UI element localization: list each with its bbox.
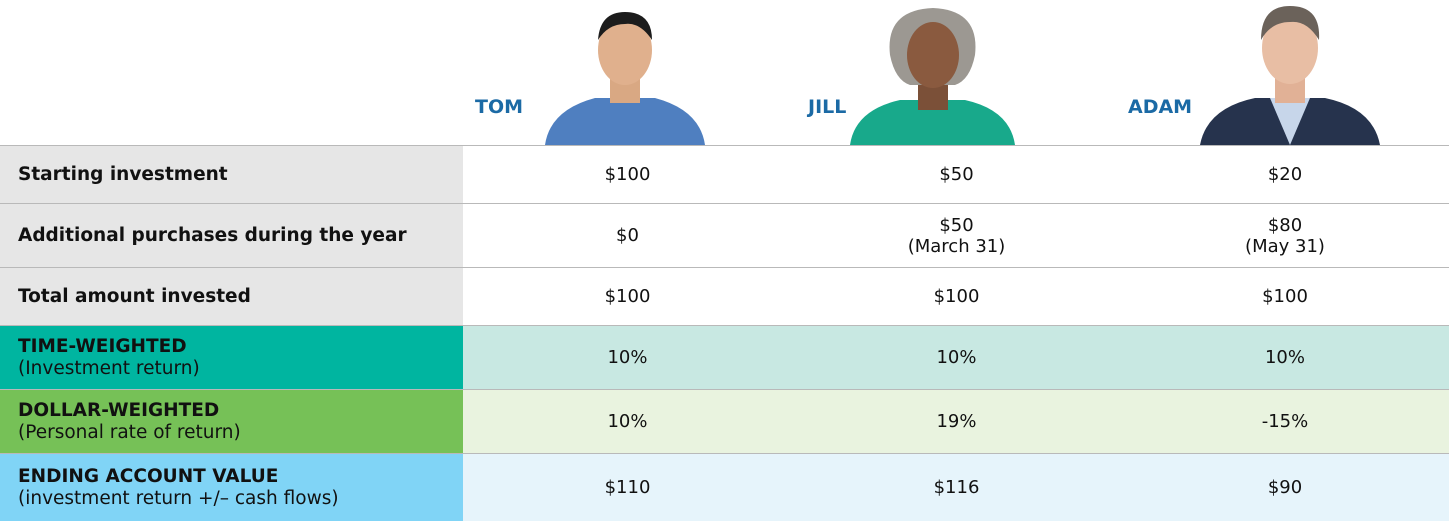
value-cell: 10% [463, 389, 792, 453]
value-cell: 10% [1121, 325, 1449, 389]
value-cell: $90 [1121, 453, 1449, 521]
label-text: ENDING ACCOUNT VALUE [18, 466, 463, 488]
value-cell: $100 [463, 267, 792, 325]
page: TOM JILL ADAM Starting investment $100 $50 $20… [0, 0, 1449, 524]
row-label: TIME-WEIGHTED(Investment return) [0, 325, 463, 389]
row-label: DOLLAR-WEIGHTED(Personal rate of return) [0, 389, 463, 453]
value-text: $50 [939, 215, 973, 236]
value-text: $80 [1268, 215, 1302, 236]
value-cell: -15% [1121, 389, 1449, 453]
label-text: Total amount invested [18, 286, 463, 308]
sublabel-text: (Investment return) [18, 358, 463, 380]
value-text: (May 31) [1245, 236, 1325, 257]
value-text: $100 [934, 286, 980, 307]
value-text: $100 [605, 164, 651, 185]
value-cell: $110 [463, 453, 792, 521]
row-label: Total amount invested [0, 267, 463, 325]
value-text: $50 [939, 164, 973, 185]
label-text: DOLLAR-WEIGHTED [18, 400, 463, 422]
value-cell: $50(March 31) [792, 203, 1121, 267]
row-label: Additional purchases during the year [0, 203, 463, 267]
value-cell: 19% [792, 389, 1121, 453]
value-cell: $0 [463, 203, 792, 267]
label-text: Starting investment [18, 164, 463, 186]
value-cell: $80(May 31) [1121, 203, 1449, 267]
value-text: $90 [1268, 477, 1302, 498]
value-text: $100 [605, 286, 651, 307]
sublabel-text: (Personal rate of return) [18, 422, 463, 444]
sublabel-text: (investment return +/– cash flows) [18, 488, 463, 510]
tom-photo [540, 0, 710, 145]
value-cell: $20 [1121, 145, 1449, 203]
label-text: Additional purchases during the year [18, 225, 463, 247]
value-cell: $100 [1121, 267, 1449, 325]
person-name: ADAM [1128, 96, 1192, 118]
value-text: 19% [936, 411, 976, 432]
value-cell: $100 [463, 145, 792, 203]
value-text: $116 [934, 477, 980, 498]
jill-photo [840, 0, 1025, 145]
person-name: JILL [808, 96, 846, 118]
value-cell: $116 [792, 453, 1121, 521]
value-text: $20 [1268, 164, 1302, 185]
value-text: $100 [1262, 286, 1308, 307]
value-text: 10% [607, 411, 647, 432]
value-text: -15% [1262, 411, 1309, 432]
row-label: ENDING ACCOUNT VALUE(investment return +… [0, 453, 463, 521]
value-text: 10% [607, 347, 647, 368]
row-label: Starting investment [0, 145, 463, 203]
value-text: 10% [936, 347, 976, 368]
value-text: $0 [616, 225, 639, 246]
value-text: $110 [605, 477, 651, 498]
value-cell: 10% [463, 325, 792, 389]
adam-photo [1195, 0, 1385, 145]
value-text: 10% [1265, 347, 1305, 368]
label-text: TIME-WEIGHTED [18, 336, 463, 358]
value-cell: $100 [792, 267, 1121, 325]
value-cell: 10% [792, 325, 1121, 389]
person-name: TOM [475, 96, 523, 118]
value-text: (March 31) [908, 236, 1006, 257]
value-cell: $50 [792, 145, 1121, 203]
